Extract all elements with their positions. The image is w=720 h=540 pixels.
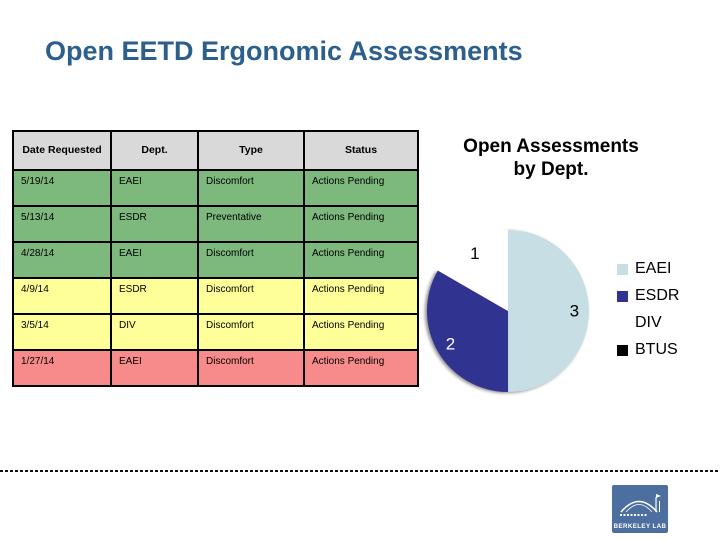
legend-item: EAEI xyxy=(617,260,679,277)
table-cell: Actions Pending xyxy=(303,241,419,279)
legend-swatch-icon xyxy=(617,344,628,356)
assessments-table: Date Requested Dept. Type Status 5/19/14 EAE… xyxy=(12,130,419,387)
table-row: 4/28/14 EAEI Discomfort Actions Pending xyxy=(12,241,419,279)
table-cell: Actions Pending xyxy=(303,313,419,351)
pie-slice-eaei xyxy=(508,230,589,392)
table-cell: 4/9/14 xyxy=(12,277,112,315)
chart-title-line1: Open Assessments xyxy=(463,136,639,157)
table-header-cell: Type xyxy=(197,130,305,171)
legend-item: DIV xyxy=(617,314,679,331)
pie-slice-div xyxy=(437,230,508,311)
table-cell: 3/5/14 xyxy=(12,313,112,351)
table-cell: Discomfort xyxy=(197,313,305,351)
table-cell: 4/28/14 xyxy=(12,241,112,279)
chart-legend: EAEI ESDR DIV BTUS xyxy=(617,260,680,369)
table-cell: EAEI xyxy=(110,349,199,387)
table-cell: Discomfort xyxy=(197,349,305,387)
legend-label: EAEI xyxy=(635,260,672,277)
table-cell: EAEI xyxy=(110,169,199,207)
berkeley-lab-logo-icon: BERKELEY LAB xyxy=(612,485,668,533)
table-header-cell: Dept. xyxy=(110,130,199,171)
table-cell: DIV xyxy=(110,313,199,351)
legend-swatch-icon xyxy=(617,317,628,329)
pie-slice-value-label: 2 xyxy=(446,335,455,354)
chart-title-line2: by Dept. xyxy=(513,159,589,181)
legend-label: DIV xyxy=(635,314,662,331)
table-cell: 1/27/14 xyxy=(12,349,112,387)
pie-slice-value-label: 3 xyxy=(570,302,579,321)
table-cell: Discomfort xyxy=(197,241,305,279)
pie-chart: 3 2 1 xyxy=(426,230,589,392)
table-cell: EAEI xyxy=(110,241,199,279)
legend-label: BTUS xyxy=(635,341,678,358)
legend-label: ESDR xyxy=(635,287,680,304)
table-cell: Discomfort xyxy=(197,169,305,207)
table-cell: Discomfort xyxy=(197,277,305,315)
legend-item: BTUS xyxy=(617,341,679,358)
table-cell: Actions Pending xyxy=(303,205,419,243)
table-row: 4/9/14 ESDR Discomfort Actions Pending xyxy=(12,277,419,315)
table-cell: ESDR xyxy=(110,277,199,315)
pie-slice-value-label: 1 xyxy=(470,244,479,263)
chart-title: Open Assessments by Dept. xyxy=(418,135,684,181)
legend-swatch-icon xyxy=(617,263,628,275)
table-header-cell: Date Requested xyxy=(12,130,112,171)
table-cell: Actions Pending xyxy=(303,349,419,387)
table-row: 5/13/14 ESDR Preventative Actions Pending xyxy=(12,205,419,243)
table-row: 1/27/14 EAEI Discomfort Actions Pending xyxy=(12,349,419,387)
berkeley-lab-logo-text: BERKELEY LAB xyxy=(614,523,667,530)
page-title: Open EETD Ergonomic Assessments xyxy=(45,36,523,66)
table-cell: Actions Pending xyxy=(303,169,419,207)
berkeley-lab-logo: BERKELEY LAB xyxy=(612,485,668,533)
table-row: 5/19/14 EAEI Discomfort Actions Pending xyxy=(12,169,419,207)
table-header-row: Date Requested Dept. Type Status xyxy=(12,130,419,171)
table-cell: 5/19/14 xyxy=(12,169,112,207)
table-cell: 5/13/14 xyxy=(12,205,112,243)
legend-swatch-icon xyxy=(617,290,628,302)
footer-divider-line xyxy=(0,470,720,472)
table-cell: Preventative xyxy=(197,205,305,243)
table-row: 3/5/14 DIV Discomfort Actions Pending xyxy=(12,313,419,351)
table-cell: ESDR xyxy=(110,205,199,243)
legend-item: ESDR xyxy=(617,287,680,304)
table-cell: Actions Pending xyxy=(303,277,419,315)
table-header-cell: Status xyxy=(303,130,419,171)
pie-slice-esdr xyxy=(426,270,508,392)
